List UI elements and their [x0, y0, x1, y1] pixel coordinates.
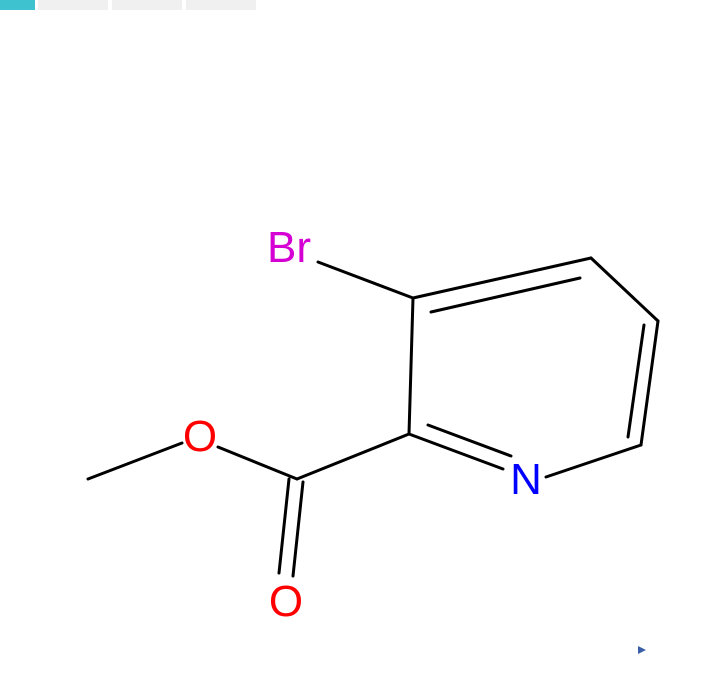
bonds-layer	[0, 0, 703, 698]
atom-br: Br	[267, 226, 311, 270]
atom-o1: O	[183, 415, 217, 459]
atom-n: N	[510, 458, 542, 502]
play-marker-icon	[638, 646, 646, 654]
atom-o2: O	[269, 580, 303, 624]
molecule-canvas: Br O O N	[0, 0, 703, 698]
